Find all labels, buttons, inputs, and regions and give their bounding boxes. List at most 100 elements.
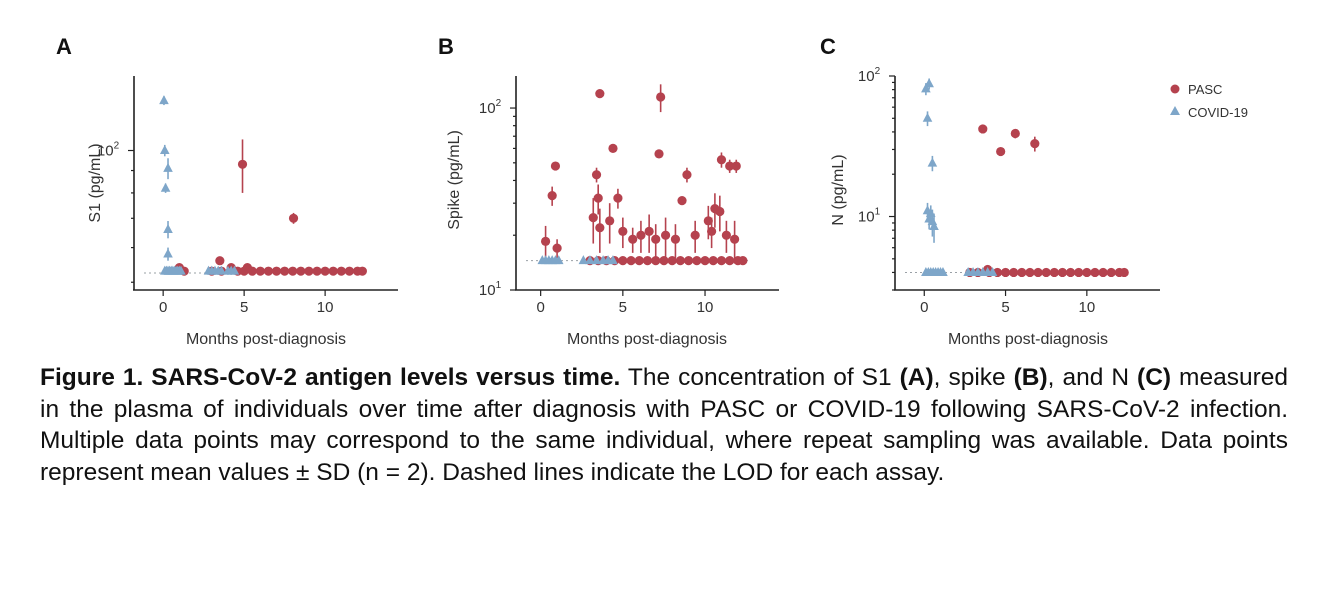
panel-b-pasc-point-48	[708, 256, 718, 266]
panel-a-marks	[159, 95, 367, 276]
panel-b-pasc-point-8	[682, 170, 692, 180]
panel-a-covid-point-16	[163, 248, 173, 258]
panel-c-covid-point-8	[929, 220, 939, 230]
panel-b-pasc-point-4	[716, 155, 727, 165]
caption-ref-c: (C)	[1137, 364, 1172, 391]
panel-b-pasc-point-19	[605, 216, 615, 226]
panel-b-pasc-point-41	[651, 256, 661, 266]
panel-b-pasc-point-17	[588, 212, 598, 223]
panel-a-pasc-point-18	[304, 266, 314, 276]
panel-a-pasc-point-10	[239, 266, 249, 276]
panel-c-pasc-point-18	[1074, 267, 1084, 278]
panel-c-pasc-point-20	[1090, 267, 1100, 278]
panel-b-pasc-point-1	[656, 92, 666, 102]
panel-c-letter: C	[820, 34, 836, 59]
panel-b-marks	[537, 84, 748, 266]
panel-a-x-tick-label-0: 0	[159, 299, 167, 316]
panel-a-covid-point-1	[159, 145, 170, 155]
panel-c-pasc-point-21	[1098, 267, 1108, 278]
panel-b-pasc-point-37	[618, 256, 628, 266]
panel-b-pasc-point-12	[613, 193, 623, 203]
panel-a-pasc-point-23	[344, 266, 355, 276]
panel-a-x-tick-label-2: 10	[317, 299, 334, 316]
panel-b-pasc-point-21	[628, 234, 638, 244]
panel-b-covid-point-11	[608, 255, 618, 265]
panel-b-pasc-point-10	[547, 191, 557, 201]
panel-b-pasc-point-30	[721, 230, 732, 240]
panel-b-pasc-point-16	[540, 236, 551, 246]
panel-a-pasc-point-2	[215, 256, 225, 266]
legend-covid-marker	[1170, 106, 1180, 115]
panel-b-pasc-point-20	[618, 226, 628, 236]
panel-a-pasc-point-19	[312, 266, 322, 276]
panel-a-pasc-point-11	[247, 266, 257, 276]
figure-caption: Figure 1. SARS-CoV-2 antigen levels vers…	[40, 362, 1288, 488]
panel-b-pasc-point-26	[670, 234, 681, 244]
panel-c-pasc-point-15	[1049, 267, 1059, 278]
panel-b-covid-point-6	[578, 255, 589, 265]
panel-b-pasc-point-29	[707, 226, 717, 236]
panel-c-covid-point-16	[938, 266, 948, 276]
panel-c-pasc-point-24	[1119, 267, 1129, 278]
panel-a-pasc-point-16	[288, 266, 298, 276]
panel-b-pasc-point-18	[595, 223, 605, 233]
panel-b-pasc-point-3	[654, 149, 664, 159]
legend-covid-label: COVID-19	[1188, 105, 1248, 120]
legend-pasc-label: PASC	[1188, 82, 1222, 97]
panel-a-covid-point-24	[229, 265, 240, 275]
panel-a-pasc-point-17	[296, 266, 306, 276]
panel-b-letter: B	[438, 34, 454, 59]
panel-b-pasc-point-28	[703, 216, 713, 226]
caption-text-3: , and N	[1047, 364, 1138, 391]
panel-a-covid-point-3	[160, 182, 171, 192]
panel-b-covid-point-5	[553, 255, 564, 265]
panel-b: B 0 5 10 101 102 Months post-diagnosis Spike…	[438, 34, 779, 348]
panel-c-pasc-point-16	[1057, 267, 1068, 278]
panel-c-pasc-point-19	[1082, 267, 1092, 278]
panel-b-ticks: 0 5 10 101 102	[479, 98, 714, 316]
panel-c-pasc-point-10	[1009, 267, 1019, 278]
panel-b-pasc-point-50	[725, 256, 735, 266]
panel-b-pasc-point-11	[593, 193, 603, 203]
panel-c-pasc-point-3	[1030, 139, 1040, 149]
panel-b-pasc-point-43	[667, 256, 677, 266]
panel-c-pasc-point-17	[1065, 267, 1076, 278]
panel-a-covid-point-0	[159, 95, 169, 105]
panel-a-pasc-point-12	[255, 266, 265, 276]
caption-ref-b: (B)	[1013, 364, 1048, 391]
panel-c-covid-point-22	[987, 266, 998, 276]
panel-a-pasc-point-25	[357, 266, 367, 276]
panel-b-pasc-point-27	[690, 230, 700, 240]
panel-b-pasc-point-9	[591, 170, 602, 180]
panel-c-y-tick-label-0: 101	[858, 207, 881, 226]
panel-a-pasc-point-0	[237, 159, 248, 169]
panel-b-pasc-point-31	[730, 234, 740, 244]
panel-a-covid-point-2	[163, 162, 173, 172]
panel-a-pasc-point-1	[288, 213, 299, 223]
panel-b-pasc-point-44	[675, 256, 685, 266]
panel-b-y-tick-label-0: 101	[479, 280, 502, 299]
panel-c-pasc-point-9	[1000, 267, 1011, 278]
panel-b-pasc-point-45	[683, 256, 694, 266]
caption-text-1: The concentration of S1	[620, 364, 900, 391]
panel-c-x-tick-label-0: 0	[920, 299, 928, 316]
panel-b-y-label: Spike (pg/mL)	[446, 130, 463, 230]
panel-b-pasc-point-24	[651, 234, 661, 244]
panel-b-pasc-point-47	[700, 256, 710, 266]
panel-b-pasc-point-46	[692, 256, 702, 266]
panel-b-x-tick-label-0: 0	[536, 299, 544, 316]
panel-c-x-label: Months post-diagnosis	[948, 331, 1108, 348]
panel-c-pasc-point-0	[978, 124, 988, 134]
caption-title: Figure 1. SARS-CoV-2 antigen levels vers…	[40, 364, 621, 391]
panel-b-x-tick-label-1: 5	[619, 299, 627, 316]
panel-a-pasc-point-22	[336, 266, 346, 276]
panel-c-covid-point-2	[922, 112, 933, 122]
legend-pasc-marker	[1170, 84, 1180, 94]
panel-c-x-tick-label-1: 5	[1001, 299, 1009, 316]
panel-a-covid-point-21	[216, 265, 227, 275]
panel-a-covid-point-4	[163, 223, 173, 233]
panel-b-x-tick-label-2: 10	[697, 299, 714, 316]
panel-c-pasc-point-2	[996, 146, 1006, 157]
panel-c-covid-point-1	[921, 83, 931, 93]
